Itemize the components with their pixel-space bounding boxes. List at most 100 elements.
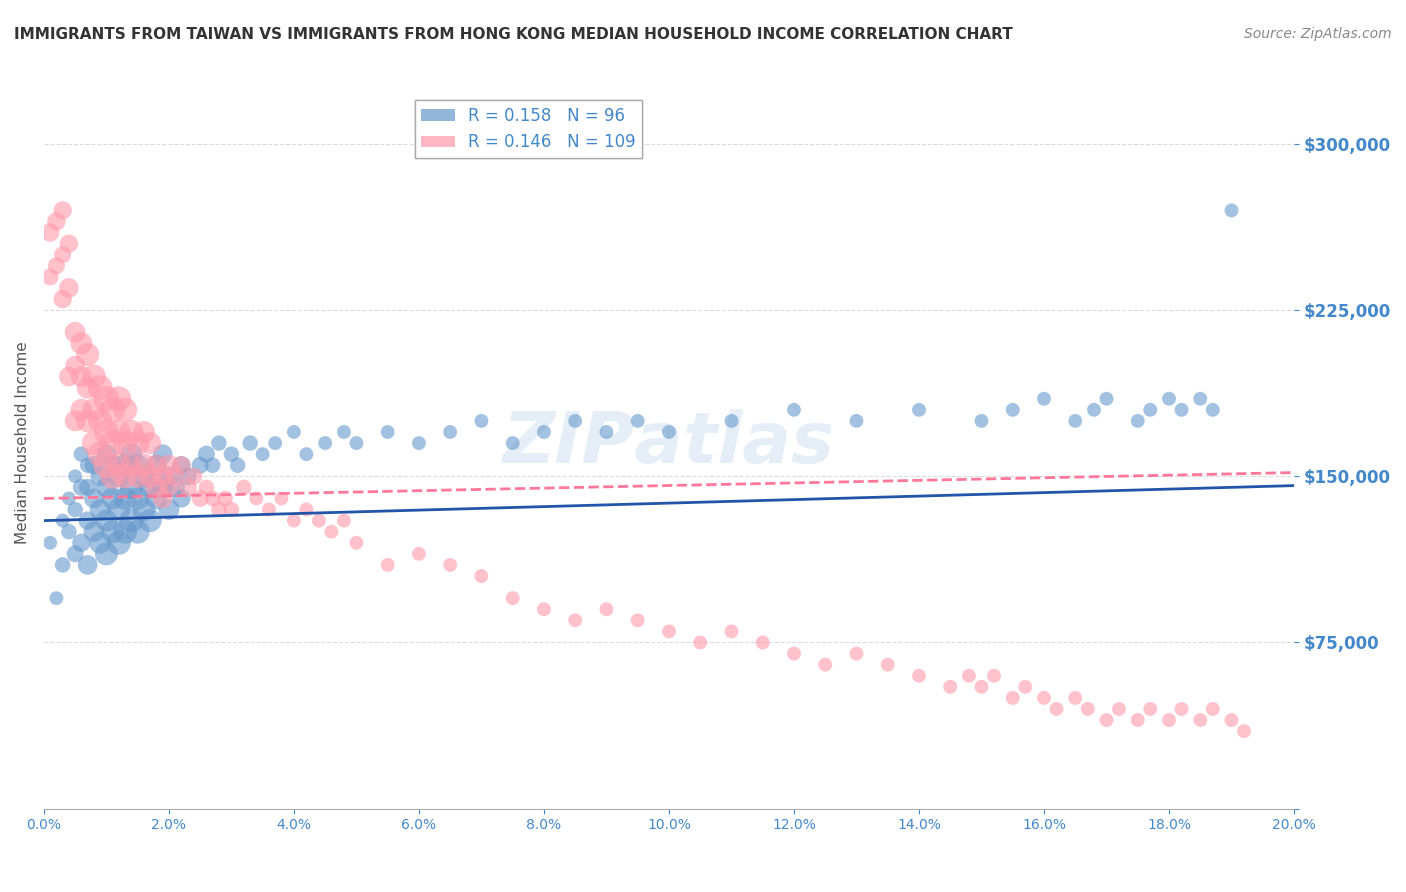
Point: [188, 458, 211, 473]
Point: [1126, 414, 1149, 428]
Point: [120, 480, 142, 494]
Point: [502, 436, 524, 450]
Point: [101, 458, 124, 473]
Point: [470, 569, 492, 583]
Point: [63, 359, 86, 373]
Point: [127, 469, 149, 483]
Point: [96, 447, 118, 461]
Text: IMMIGRANTS FROM TAIWAN VS IMMIGRANTS FROM HONG KONG MEDIAN HOUSEHOLD INCOME CORR: IMMIGRANTS FROM TAIWAN VS IMMIGRANTS FRO…: [14, 27, 1012, 42]
Point: [1108, 702, 1130, 716]
Point: [439, 425, 461, 439]
Point: [114, 469, 136, 483]
Point: [595, 425, 617, 439]
Point: [70, 535, 93, 549]
Point: [157, 502, 180, 516]
Point: [783, 402, 806, 417]
Point: [221, 502, 243, 516]
Point: [96, 514, 118, 528]
Point: [257, 502, 280, 516]
Point: [139, 480, 162, 494]
Point: [52, 248, 75, 262]
Point: [114, 458, 136, 473]
Point: [876, 657, 898, 672]
Point: [83, 458, 105, 473]
Point: [1139, 402, 1161, 417]
Point: [96, 480, 118, 494]
Point: [1064, 690, 1087, 705]
Point: [157, 469, 180, 483]
Point: [439, 558, 461, 572]
Point: [63, 502, 86, 516]
Point: [101, 436, 124, 450]
Point: [195, 480, 218, 494]
Point: [283, 425, 305, 439]
Point: [152, 491, 174, 506]
Point: [114, 491, 136, 506]
Point: [1077, 702, 1099, 716]
Point: [114, 402, 136, 417]
Point: [1220, 203, 1243, 218]
Point: [58, 369, 80, 384]
Point: [939, 680, 962, 694]
Point: [245, 491, 267, 506]
Point: [295, 502, 318, 516]
Point: [408, 547, 430, 561]
Point: [76, 558, 98, 572]
Point: [76, 381, 98, 395]
Point: [83, 436, 105, 450]
Point: [1170, 402, 1192, 417]
Point: [1001, 402, 1024, 417]
Point: [89, 469, 111, 483]
Point: [52, 558, 75, 572]
Point: [114, 436, 136, 450]
Point: [595, 602, 617, 616]
Point: [96, 392, 118, 406]
Point: [346, 436, 368, 450]
Point: [108, 469, 131, 483]
Point: [83, 524, 105, 539]
Point: [195, 447, 218, 461]
Point: [346, 535, 368, 549]
Point: [226, 458, 249, 473]
Point: [176, 469, 198, 483]
Point: [83, 402, 105, 417]
Point: [720, 414, 742, 428]
Point: [170, 458, 193, 473]
Point: [96, 547, 118, 561]
Point: [1157, 392, 1180, 406]
Point: [783, 647, 806, 661]
Point: [239, 436, 262, 450]
Point: [157, 458, 180, 473]
Point: [283, 514, 305, 528]
Point: [76, 458, 98, 473]
Point: [152, 480, 174, 494]
Point: [1189, 392, 1212, 406]
Point: [101, 469, 124, 483]
Point: [120, 458, 142, 473]
Point: [1126, 713, 1149, 727]
Point: [264, 436, 287, 450]
Point: [58, 524, 80, 539]
Point: [1220, 713, 1243, 727]
Point: [232, 480, 254, 494]
Point: [157, 480, 180, 494]
Text: Source: ZipAtlas.com: Source: ZipAtlas.com: [1244, 27, 1392, 41]
Point: [120, 514, 142, 528]
Point: [127, 524, 149, 539]
Point: [63, 414, 86, 428]
Point: [333, 514, 356, 528]
Point: [39, 269, 62, 284]
Point: [145, 458, 167, 473]
Point: [52, 292, 75, 306]
Point: [108, 535, 131, 549]
Y-axis label: Median Household Income: Median Household Income: [15, 342, 30, 544]
Point: [314, 436, 336, 450]
Point: [132, 502, 155, 516]
Point: [170, 491, 193, 506]
Point: [89, 414, 111, 428]
Point: [908, 402, 931, 417]
Point: [208, 436, 231, 450]
Point: [89, 502, 111, 516]
Point: [45, 591, 67, 606]
Point: [89, 447, 111, 461]
